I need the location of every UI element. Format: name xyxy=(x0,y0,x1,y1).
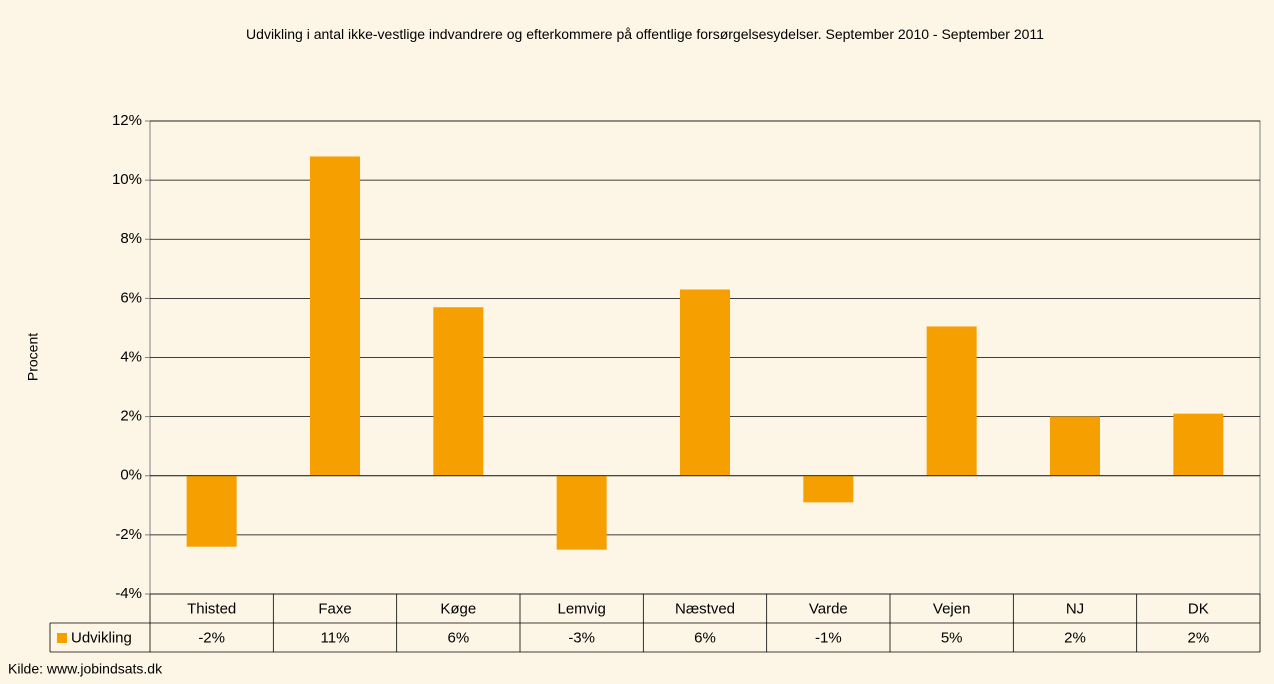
legend-swatch xyxy=(57,633,67,643)
bar xyxy=(926,326,977,476)
table-value: 6% xyxy=(694,629,716,646)
bar xyxy=(310,156,360,476)
x-tick-label: NJ xyxy=(1066,600,1084,617)
y-tick-label: -4% xyxy=(115,585,142,602)
table-value: 11% xyxy=(321,629,350,646)
x-tick-label: Vejen xyxy=(933,600,971,617)
x-tick-label: Faxe xyxy=(318,600,351,617)
source: Kilde: www.jobindsats.dk xyxy=(8,661,163,677)
y-tick-label: 4% xyxy=(120,348,142,365)
x-tick-label: Lemvig xyxy=(557,600,605,617)
x-tick-label: Køge xyxy=(440,600,476,617)
table-value: 2% xyxy=(1064,629,1086,646)
bar xyxy=(186,475,237,547)
bar xyxy=(1173,413,1224,476)
y-tick-label: -2% xyxy=(115,526,142,543)
bar xyxy=(1050,416,1100,476)
y-axis-label: Procent xyxy=(25,333,41,381)
x-tick-label: Næstved xyxy=(675,600,735,617)
x-tick-label: Varde xyxy=(809,600,848,617)
table-value: 5% xyxy=(941,629,963,646)
table-value: -1% xyxy=(815,629,842,646)
table-value: -2% xyxy=(198,629,225,646)
y-tick-label: 8% xyxy=(120,230,142,247)
y-tick-label: 2% xyxy=(120,408,142,425)
bar xyxy=(433,307,484,476)
chart-title: Udvikling i antal ikke-vestlige indvandr… xyxy=(246,26,1044,42)
table-value: 2% xyxy=(1187,629,1209,646)
bar xyxy=(803,475,854,503)
x-tick-label: DK xyxy=(1188,600,1209,617)
y-tick-label: 12% xyxy=(112,112,142,129)
bar xyxy=(680,289,730,476)
table-value: 6% xyxy=(447,629,469,646)
bar xyxy=(556,475,607,550)
legend-label: Udvikling xyxy=(71,629,132,646)
y-tick-label: 6% xyxy=(120,289,142,306)
table-value: -3% xyxy=(568,629,595,646)
y-tick-label: 0% xyxy=(120,467,142,484)
y-tick-label: 10% xyxy=(112,171,142,188)
x-tick-label: Thisted xyxy=(187,600,236,617)
